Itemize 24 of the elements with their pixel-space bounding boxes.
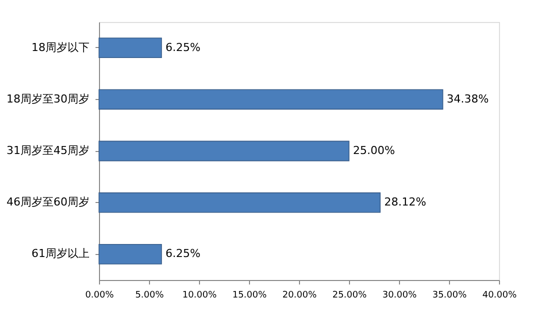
x-tick-label: 30.00%: [382, 290, 418, 300]
bar: [98, 38, 162, 58]
x-tick-label: 40.00%: [482, 290, 518, 300]
y-tick-label: 18周岁至30周岁: [6, 92, 90, 106]
data-label: 28.12%: [384, 196, 426, 209]
y-tick-label: 46周岁至60周岁: [6, 196, 90, 209]
y-tick-label: 61周岁以上: [32, 247, 90, 260]
x-tick-label: 10.00%: [182, 290, 218, 300]
x-tick-label: 20.00%: [282, 290, 318, 300]
bar: [98, 192, 381, 213]
y-tick-label: 31周岁至45周岁: [6, 144, 90, 157]
y-tick-label: 18周岁以下: [32, 40, 90, 54]
bar: [98, 89, 444, 110]
x-tick-label: 15.00%: [232, 290, 268, 300]
bar: [98, 140, 350, 162]
x-tick-label: 25.00%: [332, 290, 368, 300]
x-tick-label: 0.00%: [85, 290, 114, 300]
data-label: 34.38%: [446, 92, 489, 106]
data-label: 6.25%: [166, 40, 200, 54]
x-tick-label: 5.00%: [135, 290, 164, 300]
bar: [98, 244, 162, 264]
data-label: 25.00%: [353, 144, 395, 157]
data-label: 6.25%: [166, 247, 200, 260]
x-tick-label: 35.00%: [432, 290, 468, 300]
